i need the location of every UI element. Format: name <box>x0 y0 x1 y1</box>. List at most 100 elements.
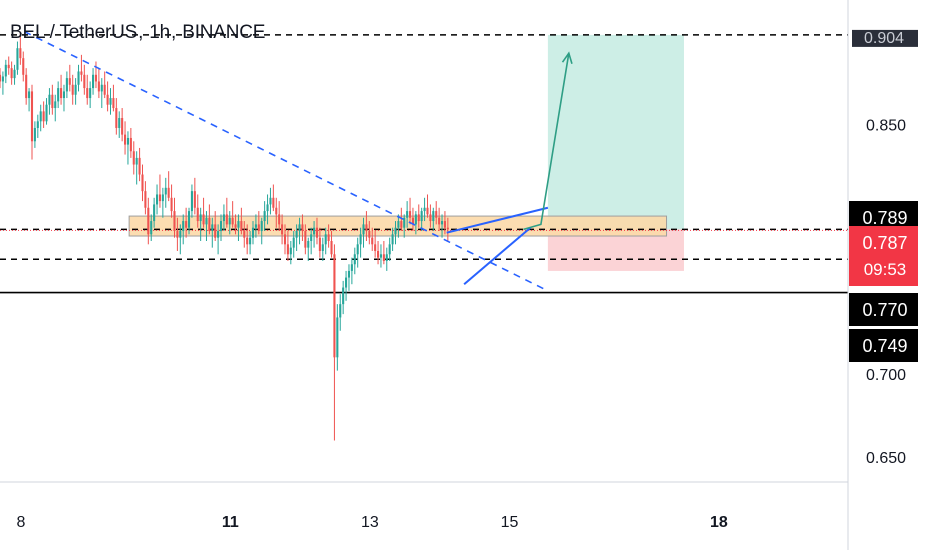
candle <box>22 51 25 82</box>
trendline-2[interactable] <box>463 226 532 285</box>
candle <box>408 197 412 225</box>
candle <box>65 71 68 99</box>
candle <box>42 101 45 128</box>
candle <box>257 211 260 235</box>
candle <box>266 194 269 225</box>
projection-path[interactable] <box>523 53 570 231</box>
svg-text:0.787: 0.787 <box>862 233 907 253</box>
candle <box>432 207 435 232</box>
horizontal-levels <box>0 34 848 294</box>
candle <box>7 56 10 75</box>
candle <box>371 227 374 251</box>
candle <box>71 74 74 105</box>
candle <box>446 217 449 241</box>
candle <box>135 151 138 185</box>
candle <box>144 181 147 215</box>
candle <box>176 217 179 251</box>
candle <box>74 78 77 105</box>
candle <box>132 141 135 175</box>
candle <box>121 108 124 142</box>
projection-arrow[interactable] <box>523 51 573 231</box>
candle <box>196 194 199 228</box>
candle <box>347 264 351 291</box>
candle <box>400 207 403 232</box>
candle <box>342 280 345 315</box>
candle <box>379 244 383 268</box>
candle <box>388 237 391 261</box>
candle <box>45 98 48 125</box>
interval-label: 1h <box>149 22 171 43</box>
candle <box>295 224 298 251</box>
time-tick-label: 15 <box>501 514 519 531</box>
candle <box>345 270 348 301</box>
candle <box>112 84 115 112</box>
exchange-label: BINANCE <box>182 22 266 43</box>
trendline-0[interactable] <box>24 30 549 292</box>
candle <box>406 201 409 228</box>
svg-text:0.789: 0.789 <box>862 208 907 228</box>
candle <box>185 207 188 238</box>
candle <box>190 184 193 218</box>
price-badge: 0.770 <box>849 293 918 326</box>
candle <box>304 224 307 255</box>
candle <box>350 257 353 285</box>
trendline-1[interactable] <box>446 206 549 234</box>
candle <box>231 201 234 228</box>
candle <box>19 31 22 65</box>
candle <box>155 184 159 215</box>
candle <box>86 74 89 105</box>
price-badge: 0.749 <box>849 329 918 362</box>
svg-text:0.770: 0.770 <box>862 300 907 320</box>
candle <box>68 64 71 92</box>
candle <box>124 121 127 155</box>
candle <box>374 231 377 258</box>
candle <box>414 211 417 235</box>
candle <box>429 204 432 228</box>
candle <box>1 71 4 95</box>
candle <box>109 88 112 115</box>
candle <box>211 217 214 248</box>
candle <box>222 204 225 232</box>
candle <box>263 201 266 232</box>
time-tick-label: 11 <box>222 514 239 531</box>
time-axis[interactable]: 8 11 13 15 18 <box>0 481 848 531</box>
candle <box>321 237 324 261</box>
time-tick-label: 8 <box>16 514 25 531</box>
candle <box>77 64 80 92</box>
candle <box>228 211 231 235</box>
candle <box>138 147 141 182</box>
profit-target-area[interactable] <box>547 34 684 230</box>
candle <box>217 224 220 255</box>
candle <box>324 227 327 255</box>
candle <box>333 244 336 441</box>
trendlines[interactable] <box>24 30 549 292</box>
candle <box>307 237 310 261</box>
candle <box>13 64 16 85</box>
price-tick-label: 0.850 <box>866 118 906 135</box>
candle <box>57 81 60 109</box>
candle <box>199 207 202 241</box>
candle <box>89 81 92 109</box>
candle <box>365 211 368 241</box>
candle <box>36 114 39 138</box>
candle <box>219 214 223 241</box>
candle <box>420 207 423 232</box>
candle <box>193 177 196 215</box>
candle <box>161 187 164 218</box>
candle <box>385 247 388 271</box>
candle <box>435 201 438 225</box>
price-tick-label: 0.650 <box>866 450 906 467</box>
candle <box>164 177 167 208</box>
candle <box>126 131 130 165</box>
candle <box>225 197 228 228</box>
candle <box>33 121 36 148</box>
candle <box>153 197 156 228</box>
candle <box>141 164 144 202</box>
candle <box>336 304 339 371</box>
candle <box>62 84 66 112</box>
candle <box>330 231 333 258</box>
candle <box>243 221 246 248</box>
candle <box>0 68 2 89</box>
